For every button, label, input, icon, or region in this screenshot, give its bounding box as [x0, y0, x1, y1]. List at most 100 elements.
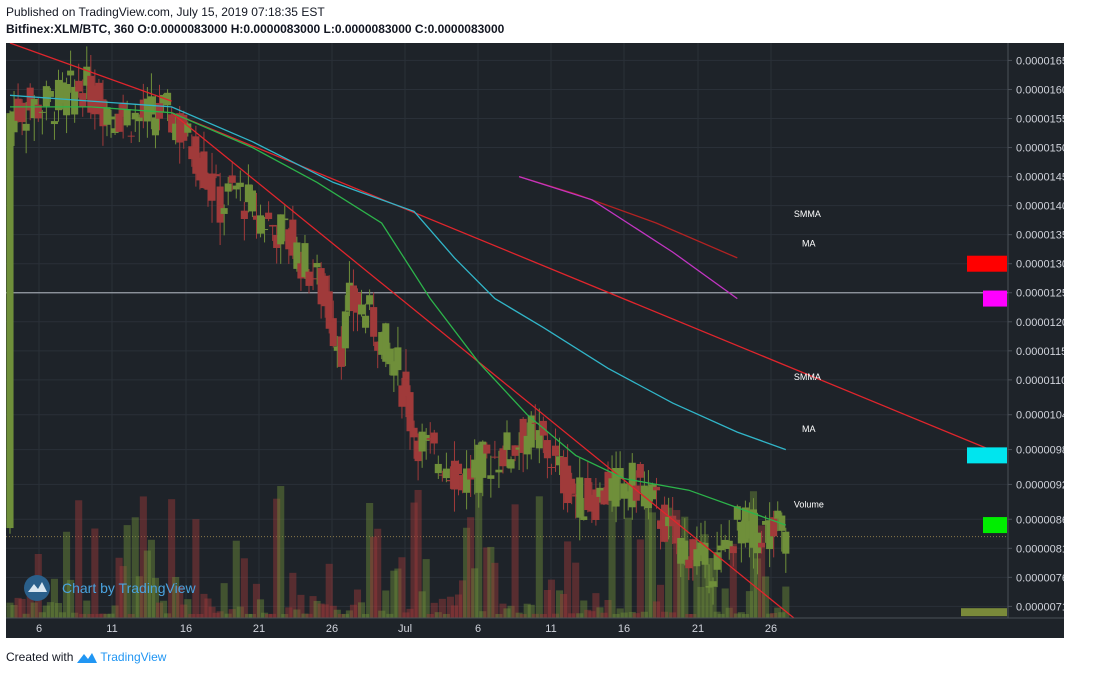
volume-bar	[87, 613, 95, 618]
x-tick-label: 16	[180, 623, 192, 635]
candle-body	[564, 465, 572, 504]
volume-bar	[329, 605, 337, 618]
candle-body	[657, 520, 665, 529]
volume-bar	[147, 539, 155, 618]
footer-brand-link[interactable]: TradingView	[100, 650, 167, 664]
volume-bar	[370, 536, 378, 618]
y-tick-label: 0.0000135000	[1016, 230, 1064, 242]
volume-bar	[588, 611, 596, 618]
candle-body	[705, 586, 713, 588]
volume-bar	[737, 612, 745, 618]
volume-bar	[123, 525, 131, 618]
candle-body	[103, 107, 111, 125]
candle-body	[560, 457, 568, 494]
volume-bar	[71, 612, 79, 618]
volume-bar	[697, 586, 705, 618]
candle-body	[758, 542, 766, 548]
candle-body	[713, 552, 721, 570]
candle-body	[398, 385, 406, 407]
time-scale[interactable]: 6 11 16 21 26 Jul 6 11 16 21 26	[36, 623, 777, 635]
volume-bar	[592, 593, 600, 618]
volume-bar	[551, 613, 560, 618]
x-tick-label: 26	[765, 623, 777, 635]
candle-body	[196, 157, 204, 181]
volume-bar	[564, 541, 572, 618]
volume-bar	[644, 501, 652, 618]
candle-body	[733, 506, 741, 520]
legend-swatch	[967, 447, 1007, 464]
volume-bar	[624, 517, 632, 618]
candle-body	[95, 82, 103, 114]
volume-bar	[91, 528, 99, 618]
candle-body	[71, 86, 79, 115]
volume-bar	[758, 525, 766, 618]
trend-line	[171, 112, 1005, 456]
candle-body	[83, 66, 91, 86]
candle-body	[741, 507, 749, 543]
candle-body	[434, 463, 442, 474]
volume-bar	[471, 568, 479, 618]
candle-body	[79, 93, 87, 107]
volume-bar	[600, 612, 608, 618]
volume-bar	[160, 600, 168, 618]
candle-body	[317, 268, 325, 305]
candle-body	[519, 418, 527, 453]
candle-body	[273, 235, 281, 248]
candle-body	[568, 478, 576, 494]
candle-body	[410, 427, 418, 438]
volume-bar	[188, 613, 196, 618]
candle-body	[91, 85, 99, 115]
candle-body	[551, 445, 560, 456]
candle-body	[115, 113, 123, 132]
candle-body	[438, 474, 446, 476]
candle-body	[467, 468, 475, 480]
volume-bar	[63, 531, 71, 618]
candle-body	[180, 114, 188, 141]
candle-body	[390, 361, 398, 376]
candle-body	[131, 112, 139, 120]
candle-body	[426, 438, 434, 440]
candle-body	[309, 278, 317, 280]
volume-bar	[430, 602, 438, 618]
candle-body	[745, 521, 753, 539]
candle-body	[256, 215, 265, 234]
x-tick-label: 21	[253, 623, 265, 635]
volume-bar	[301, 613, 309, 618]
volume-bar	[83, 600, 91, 618]
candle-body	[503, 432, 511, 450]
volume-bar	[620, 612, 628, 618]
volume-bar	[261, 612, 269, 618]
y-tick-label: 0.0000140000	[1016, 201, 1064, 213]
volume-bar	[127, 613, 135, 618]
candle-body	[600, 490, 608, 505]
volume-bar	[228, 609, 236, 618]
candle-body	[584, 478, 592, 511]
candle-body	[155, 102, 164, 119]
candle-body	[127, 135, 135, 137]
volume-bar	[665, 507, 673, 618]
y-tick-label: 0.0000155000	[1016, 114, 1064, 126]
volume-bar	[200, 593, 208, 618]
indicator-line	[10, 106, 787, 526]
volume-bar	[636, 539, 644, 618]
volume-bar	[115, 557, 123, 618]
candle-body	[709, 581, 717, 587]
watermark: Chart by TradingView	[24, 575, 196, 601]
candle-body	[697, 542, 705, 556]
candle-body	[620, 483, 628, 499]
price-scale[interactable]: 0.0000165000 0.0000160000 0.0000155000 0.00…	[1008, 55, 1064, 613]
candle-body	[281, 218, 289, 221]
candle-body	[248, 190, 256, 212]
y-tick-label: 0.0000104000	[1016, 410, 1064, 422]
candle-body	[535, 430, 543, 449]
candle-body	[305, 271, 313, 286]
price-chart[interactable]: SMMA MA SMMA MA Volume 0.0000165000 0.0000160…	[6, 43, 1064, 638]
volume-bar	[721, 588, 729, 618]
candle-body	[596, 487, 604, 497]
volume-bar	[99, 613, 107, 618]
candle-body	[329, 318, 337, 347]
volume-bar	[580, 600, 588, 618]
candle-body	[762, 520, 770, 525]
volume-bar	[729, 543, 737, 618]
candle-body	[240, 210, 248, 220]
